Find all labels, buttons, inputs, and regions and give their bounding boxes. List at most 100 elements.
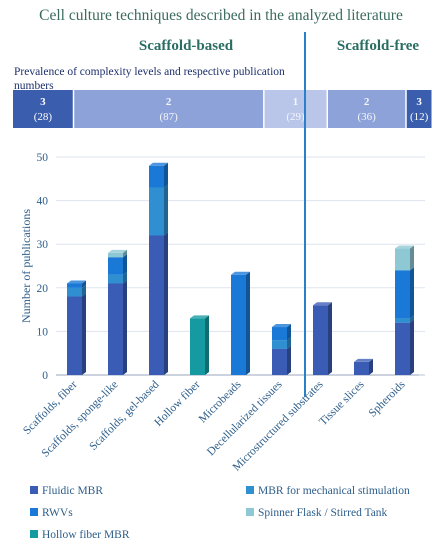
prevalence-label-line-1: Prevalence of complexity levels and resp…	[14, 66, 285, 78]
bar-segment	[67, 293, 86, 375]
bar-stack	[231, 271, 250, 375]
bar-segment	[67, 280, 86, 288]
bar-segment-side	[123, 271, 127, 284]
prevalence-segment: 3 (28)	[13, 90, 73, 128]
prevalence-segment: 1 (29)	[264, 90, 327, 128]
bar-segment-side	[123, 280, 127, 375]
bar-segment	[108, 280, 127, 375]
legend-label: Fluidic MBR	[42, 485, 103, 497]
bar-segment-front	[395, 248, 410, 271]
x-tick-label: Decellularized tissues	[205, 378, 285, 458]
bar-segment-side	[287, 337, 291, 349]
bar-segment-front	[67, 287, 82, 297]
bar-segment-top	[354, 358, 373, 362]
chart-legend: Fluidic MBR MBR for mechanical stimulatio…	[30, 485, 410, 541]
bar-segment	[395, 267, 414, 319]
prevalence-segment-fill	[406, 90, 432, 128]
bar-segment-front	[190, 318, 205, 375]
bar-segment-side	[123, 249, 127, 258]
prevalence-segment: 3 (12)	[406, 90, 432, 128]
x-tick-label: Scaffolds, gel-based	[87, 378, 161, 452]
prevalence-level: 2	[166, 96, 172, 108]
bar-stack	[108, 249, 127, 375]
legend-swatch	[246, 486, 254, 494]
bar-segment-side	[164, 232, 168, 375]
prevalence-bar: 3 (28) 2 (87) 1 (29) 2 (36) 3 (12)	[13, 90, 432, 128]
prevalence-level: 3	[416, 96, 422, 108]
bar-segment	[149, 232, 168, 375]
prevalence-level: 3	[40, 96, 46, 108]
bar-segment-top	[190, 315, 209, 319]
prevalence-level: 1	[293, 96, 299, 108]
legend-swatch	[30, 486, 38, 494]
bar-segment-front	[149, 235, 164, 375]
bar-stack	[395, 245, 414, 375]
bar-segment-front	[395, 270, 410, 319]
bar-segment	[354, 358, 373, 375]
bar-segment-side	[164, 162, 168, 188]
figure-title: Cell culture techniques described in the…	[39, 7, 403, 24]
prevalence-level: 2	[364, 96, 370, 108]
bar-segment-front	[108, 274, 123, 284]
group-label-scaffold-based: Scaffold-based	[139, 38, 234, 54]
group-label-scaffold-free: Scaffold-free	[337, 38, 420, 54]
bar-stack	[190, 315, 209, 375]
y-tick-label: 50	[37, 152, 49, 164]
y-axis-label: Number of publications	[19, 209, 33, 323]
bar-segment-side	[123, 254, 127, 275]
bar-segment-side	[410, 319, 414, 375]
bar-segment-front	[108, 283, 123, 375]
bar-segment-front	[108, 252, 123, 258]
bar-segment-front	[395, 318, 410, 323]
bar-segment-side	[82, 280, 86, 288]
prevalence-label: Prevalence of complexity levels and resp…	[14, 66, 288, 92]
bar-segment-front	[67, 283, 82, 288]
bar-stack	[313, 302, 332, 375]
prevalence-segment: 2 (36)	[328, 90, 406, 128]
prevalence-segment-fill	[328, 90, 406, 128]
legend-swatch	[30, 530, 38, 538]
prevalence-segment: 2 (87)	[74, 90, 264, 128]
bar-segment-side	[410, 245, 414, 271]
bar-segment-top	[67, 280, 86, 284]
bar-segment-front	[354, 361, 369, 375]
bar-segment-front	[67, 296, 82, 375]
bar-segment-top	[313, 302, 332, 306]
bar-segment-front	[149, 165, 164, 188]
legend-swatch	[246, 508, 254, 516]
prevalence-segment-fill	[74, 90, 264, 128]
bar-stack	[272, 324, 291, 375]
bar-segment-top	[231, 271, 250, 275]
prevalence-count: (87)	[159, 111, 178, 123]
x-tick-label: Tissue slices	[317, 378, 367, 428]
bar-segment	[395, 245, 414, 271]
bar-segment-side	[369, 358, 373, 375]
stacked-bar-chart: 0 10 20 30 40 50 Number of publications Scaffol…	[19, 152, 425, 474]
prevalence-count: (36)	[357, 111, 376, 123]
bar-segment	[108, 249, 127, 258]
bar-segment-side	[328, 302, 332, 375]
bar-segment-top	[108, 249, 127, 253]
x-tick-label: Scaffolds, sponge-like	[40, 379, 121, 460]
bar-segment	[272, 324, 291, 341]
y-tick-label: 30	[37, 239, 49, 251]
prevalence-count: (12)	[410, 111, 429, 123]
bar-segment	[272, 345, 291, 375]
bar-segment-side	[410, 315, 414, 323]
prevalence-segment-fill	[13, 90, 73, 128]
legend-item: Hollow fiber MBR	[30, 529, 130, 541]
bar-segment-side	[287, 324, 291, 341]
legend-swatch	[30, 508, 38, 516]
bar-segment-side	[82, 284, 86, 297]
bar-segment-side	[164, 184, 168, 236]
bar-segment-side	[246, 271, 250, 375]
y-tick-label: 20	[37, 283, 49, 295]
bar-segment-side	[410, 267, 414, 319]
legend-item: Fluidic MBR	[30, 485, 103, 497]
bar-segment	[395, 319, 414, 375]
bar-segment-top	[395, 245, 414, 249]
y-tick-label: 10	[37, 326, 49, 338]
bar-segment-side	[82, 293, 86, 375]
prevalence-count: (29)	[286, 111, 305, 123]
